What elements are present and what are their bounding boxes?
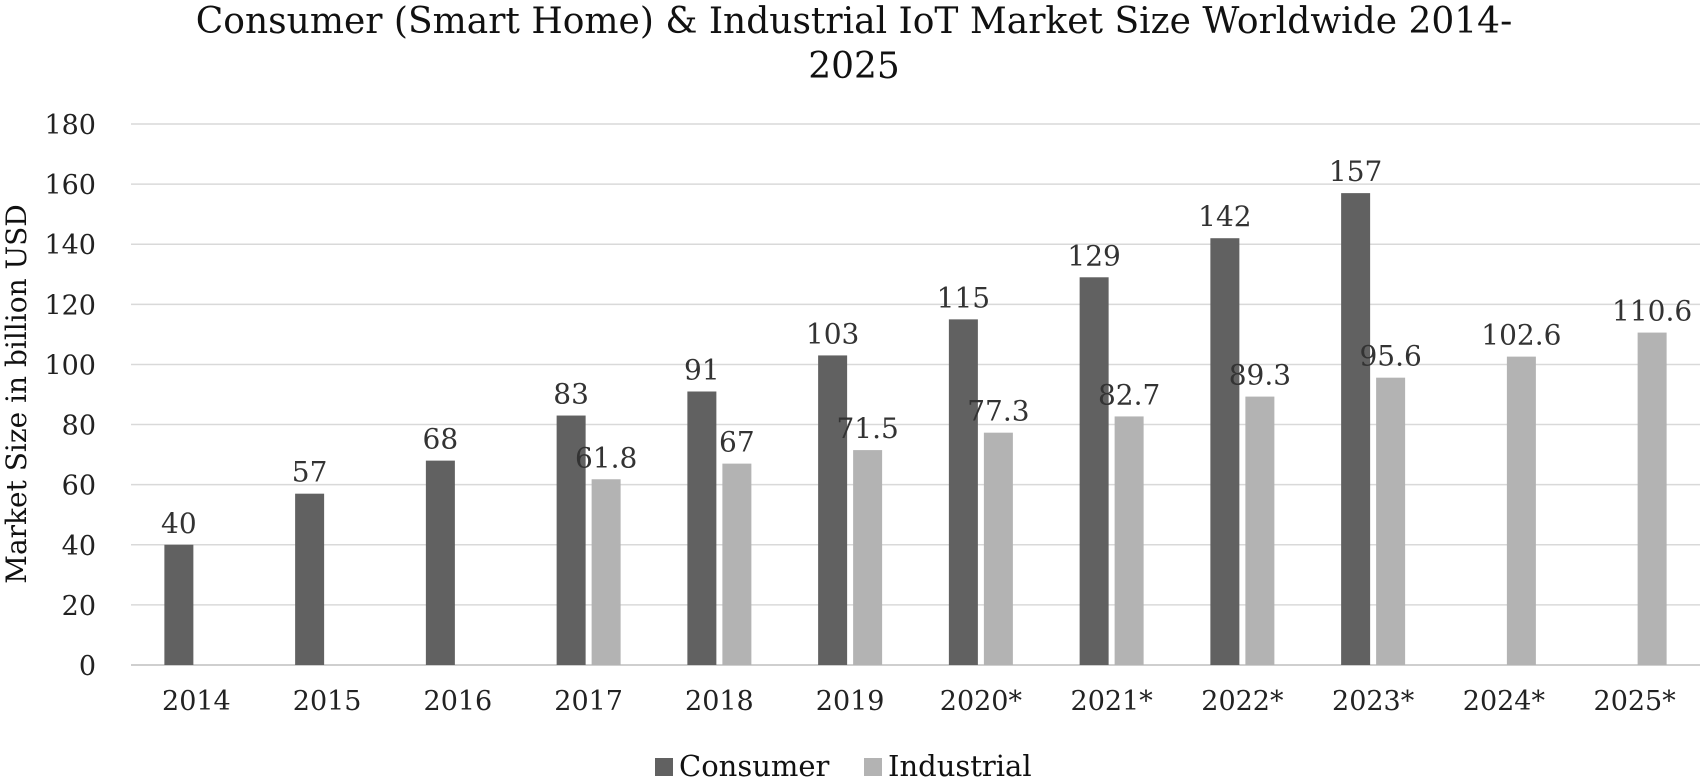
data-label-consumer: 91: [684, 353, 720, 386]
bars: [164, 193, 1667, 665]
bar-consumer-2018: [687, 391, 717, 665]
data-label-consumer: 83: [553, 378, 589, 411]
data-label-industrial: 95.6: [1359, 340, 1421, 373]
legend-swatch-consumer: [655, 758, 673, 776]
bar-industrial-2020*: [983, 432, 1013, 665]
bar-industrial-2023*: [1376, 377, 1406, 665]
bar-industrial-2018: [722, 463, 752, 665]
data-label-industrial: 71.5: [836, 412, 898, 445]
bar-industrial-2024*: [1506, 356, 1536, 665]
bar-industrial-2021*: [1114, 416, 1144, 665]
data-label-industrial: 89.3: [1229, 359, 1291, 392]
bar-industrial-2017: [591, 479, 621, 665]
x-axis-ticks: 2014 2015 2016 2017 2018 2019 2020* 2021* 2022* 2…: [162, 686, 1676, 717]
y-tick-label: 160: [44, 170, 96, 201]
data-label-industrial: 102.6: [1481, 319, 1561, 352]
x-tick-label: 2025*: [1594, 686, 1677, 717]
x-tick-label: 2021*: [1071, 686, 1154, 717]
y-tick-label: 0: [79, 651, 96, 682]
legend-swatch-industrial: [864, 758, 882, 776]
bar-consumer-2021*: [1079, 277, 1109, 665]
x-tick-label: 2022*: [1201, 686, 1284, 717]
chart-title-line-2: 2025: [808, 46, 900, 87]
chart-title-line-1: Consumer (Smart Home) & Industrial IoT M…: [196, 1, 1513, 42]
y-tick-label: 120: [44, 290, 96, 321]
y-axis-ticks: 0 20 40 60 80 100 120 140 160 180: [44, 110, 96, 682]
x-tick-label: 2017: [554, 686, 623, 717]
bar-consumer-2022*: [1210, 238, 1240, 665]
data-label-consumer: 40: [161, 507, 197, 540]
x-tick-label: 2016: [424, 686, 493, 717]
x-tick-label: 2023*: [1332, 686, 1415, 717]
x-tick-label: 2015: [293, 686, 362, 717]
x-tick-label: 2014: [162, 686, 231, 717]
legend: Consumer Industrial: [655, 749, 1032, 781]
data-label-consumer: 103: [806, 317, 859, 350]
bar-industrial-2022*: [1245, 396, 1275, 665]
y-tick-label: 100: [44, 350, 96, 381]
data-label-consumer: 142: [1198, 200, 1251, 233]
data-label-industrial: 61.8: [575, 441, 637, 474]
x-tick-label: 2020*: [940, 686, 1023, 717]
y-tick-label: 140: [44, 230, 96, 261]
y-tick-label: 180: [44, 110, 96, 141]
gridlines: [131, 123, 1700, 666]
data-label-industrial: 110.6: [1612, 295, 1692, 328]
data-label-consumer: 57: [292, 456, 328, 489]
y-axis-label: Market Size in billion USD: [0, 204, 33, 583]
bar-consumer-2023*: [1341, 193, 1371, 665]
x-tick-label: 2018: [685, 686, 754, 717]
bar-consumer-2015: [295, 493, 325, 665]
bar-consumer-2014: [164, 544, 194, 665]
data-label-consumer: 68: [423, 423, 459, 456]
data-label-industrial: 77.3: [967, 395, 1029, 428]
bar-consumer-2017: [556, 415, 586, 665]
bar-consumer-2020*: [948, 319, 978, 665]
data-label-consumer: 157: [1329, 155, 1382, 188]
legend-label-industrial: Industrial: [888, 749, 1032, 781]
x-tick-label: 2019: [816, 686, 885, 717]
bar-consumer-2019: [818, 355, 848, 665]
data-label-industrial: 67: [719, 426, 755, 459]
bar-consumer-2016: [425, 460, 455, 665]
y-tick-label: 60: [62, 471, 96, 502]
data-label-industrial: 82.7: [1098, 378, 1160, 411]
data-label-consumer: 129: [1067, 239, 1120, 272]
bar-industrial-2025*: [1637, 332, 1667, 665]
data-labels: 40 57 68 83 61.8 91 67 103 71.5 115 77.3 129 82.7 142…: [161, 155, 1692, 540]
legend-label-consumer: Consumer: [679, 749, 830, 781]
y-tick-label: 40: [62, 531, 96, 562]
x-tick-label: 2024*: [1463, 686, 1546, 717]
bar-industrial-2019: [853, 450, 883, 665]
data-label-consumer: 115: [937, 281, 990, 314]
y-tick-label: 20: [62, 591, 96, 622]
y-tick-label: 80: [62, 411, 96, 442]
